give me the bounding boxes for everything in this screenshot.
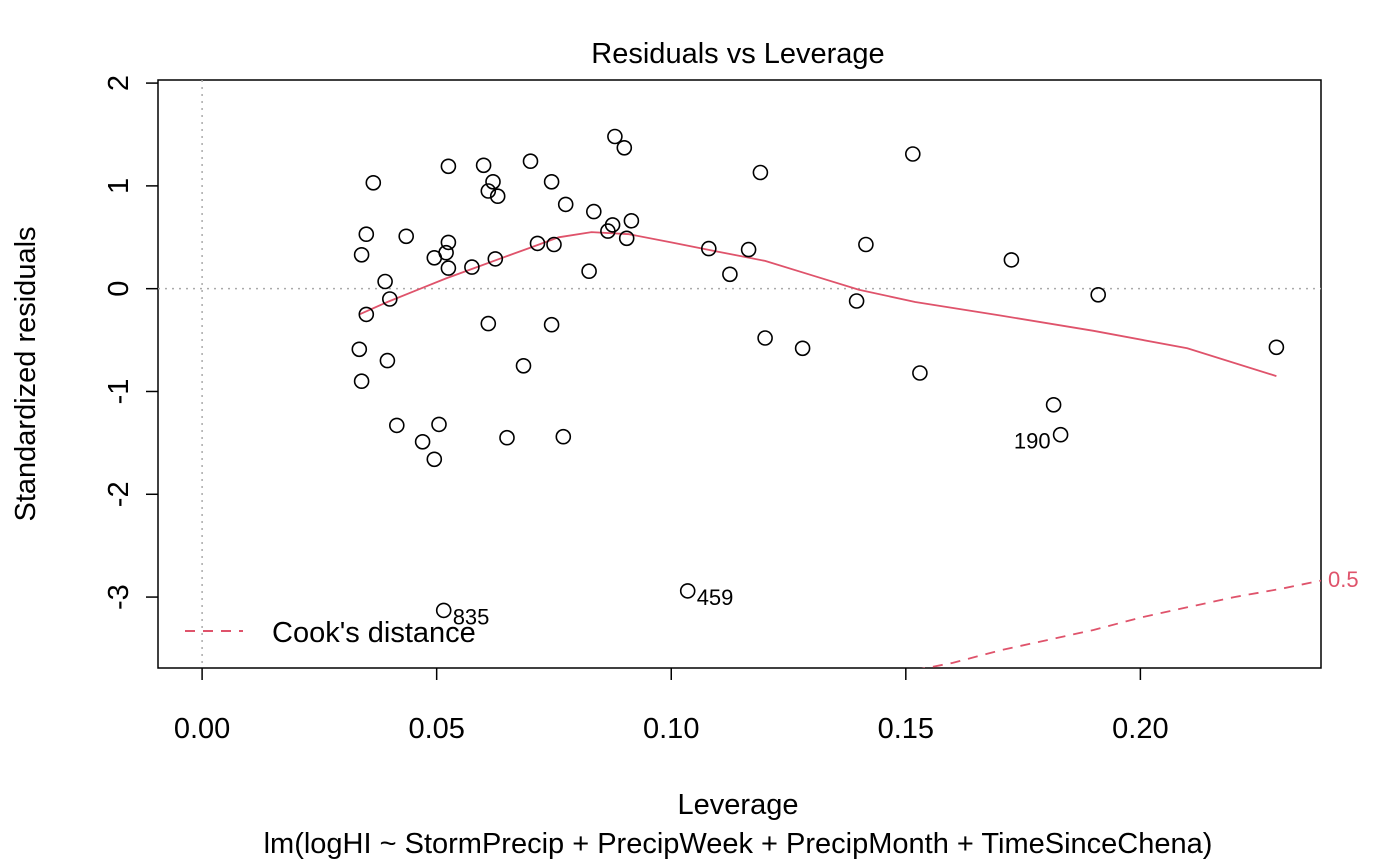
y-tick-label: -2 bbox=[103, 481, 135, 507]
x-tick-label: 0.10 bbox=[643, 713, 699, 745]
points-layer bbox=[351, 128, 1285, 619]
data-point bbox=[546, 236, 562, 253]
y-tick-label: 2 bbox=[103, 75, 135, 91]
data-point bbox=[607, 128, 623, 145]
data-point bbox=[351, 341, 368, 358]
y-tick-label: 1 bbox=[103, 178, 135, 194]
x-tick-label: 0.00 bbox=[174, 713, 230, 745]
data-point bbox=[499, 429, 515, 446]
data-point bbox=[848, 293, 865, 309]
data-point bbox=[616, 140, 633, 156]
data-point bbox=[543, 316, 560, 333]
legend-label: Cook's distance bbox=[272, 617, 476, 649]
data-point bbox=[515, 357, 532, 374]
data-point bbox=[858, 236, 874, 253]
data-point bbox=[904, 146, 921, 162]
data-point bbox=[353, 247, 370, 263]
cooks-distance-level-label: 0.5 bbox=[1328, 567, 1359, 592]
point-label: 190 bbox=[1014, 429, 1051, 454]
reference-lines bbox=[158, 80, 1321, 668]
data-point bbox=[1045, 396, 1062, 413]
data-point bbox=[379, 352, 396, 369]
data-point bbox=[543, 174, 560, 190]
smooth-line bbox=[358, 231, 1277, 377]
data-point bbox=[440, 234, 457, 251]
plot-frame bbox=[157, 79, 1322, 669]
data-point bbox=[740, 241, 757, 258]
data-point bbox=[398, 228, 415, 245]
data-point bbox=[757, 330, 773, 346]
data-point bbox=[440, 260, 457, 276]
data-point bbox=[388, 417, 405, 434]
data-point bbox=[1090, 286, 1106, 303]
data-point bbox=[487, 251, 504, 267]
point-label: 835 bbox=[453, 604, 490, 629]
data-point bbox=[581, 263, 597, 280]
legend: Cook's distance bbox=[185, 617, 476, 649]
data-point bbox=[489, 188, 506, 204]
data-point bbox=[555, 428, 572, 445]
cooks-distance-line bbox=[921, 579, 1321, 668]
y-axis: -3 -2 -1 0 1 2 bbox=[103, 75, 158, 610]
y-axis-label: Standardized residuals bbox=[10, 226, 42, 521]
cooks-distance-layer bbox=[921, 579, 1321, 668]
data-point bbox=[557, 196, 574, 213]
data-point bbox=[752, 164, 769, 181]
smooth-line-layer bbox=[358, 231, 1277, 377]
data-point bbox=[794, 340, 811, 357]
data-point bbox=[475, 157, 492, 174]
data-point bbox=[426, 451, 443, 468]
data-point bbox=[679, 583, 696, 599]
data-point bbox=[480, 183, 497, 199]
x-tick-label: 0.15 bbox=[878, 713, 934, 745]
data-point bbox=[365, 175, 382, 191]
data-point bbox=[353, 373, 370, 390]
data-point bbox=[529, 235, 546, 252]
point-labels-layer: 190 459 835 bbox=[453, 429, 1051, 630]
data-point bbox=[358, 226, 375, 242]
x-axis-label: Leverage bbox=[678, 789, 799, 821]
x-axis: 0.00 0.05 0.10 0.15 0.20 bbox=[174, 668, 1169, 745]
data-point bbox=[618, 230, 635, 247]
data-point bbox=[440, 158, 457, 175]
data-point bbox=[722, 266, 738, 283]
data-point bbox=[381, 291, 398, 307]
data-point bbox=[431, 416, 447, 433]
data-point bbox=[426, 249, 443, 266]
data-point bbox=[435, 602, 452, 619]
data-point bbox=[623, 213, 640, 229]
data-point bbox=[1268, 339, 1285, 356]
data-point bbox=[700, 240, 717, 257]
data-point bbox=[600, 223, 616, 239]
data-point bbox=[1052, 426, 1069, 443]
data-point bbox=[480, 315, 497, 332]
y-tick-label: 0 bbox=[103, 281, 135, 297]
data-point bbox=[912, 365, 928, 381]
data-point bbox=[485, 174, 501, 190]
data-point bbox=[377, 273, 393, 290]
chart-title: Residuals vs Leverage bbox=[591, 38, 884, 70]
data-point bbox=[1003, 252, 1020, 268]
data-point bbox=[358, 306, 375, 323]
point-label: 459 bbox=[697, 585, 734, 610]
data-point bbox=[522, 153, 539, 169]
chart-subtitle: lm(logHI ~ StormPrecip + PrecipWeek + Pr… bbox=[264, 828, 1213, 860]
x-tick-label: 0.20 bbox=[1112, 713, 1168, 745]
data-point bbox=[464, 259, 480, 275]
y-tick-label: -3 bbox=[103, 584, 135, 610]
data-point bbox=[414, 433, 431, 450]
x-tick-label: 0.05 bbox=[408, 713, 464, 745]
data-point bbox=[585, 203, 602, 220]
y-tick-label: -1 bbox=[103, 379, 135, 405]
